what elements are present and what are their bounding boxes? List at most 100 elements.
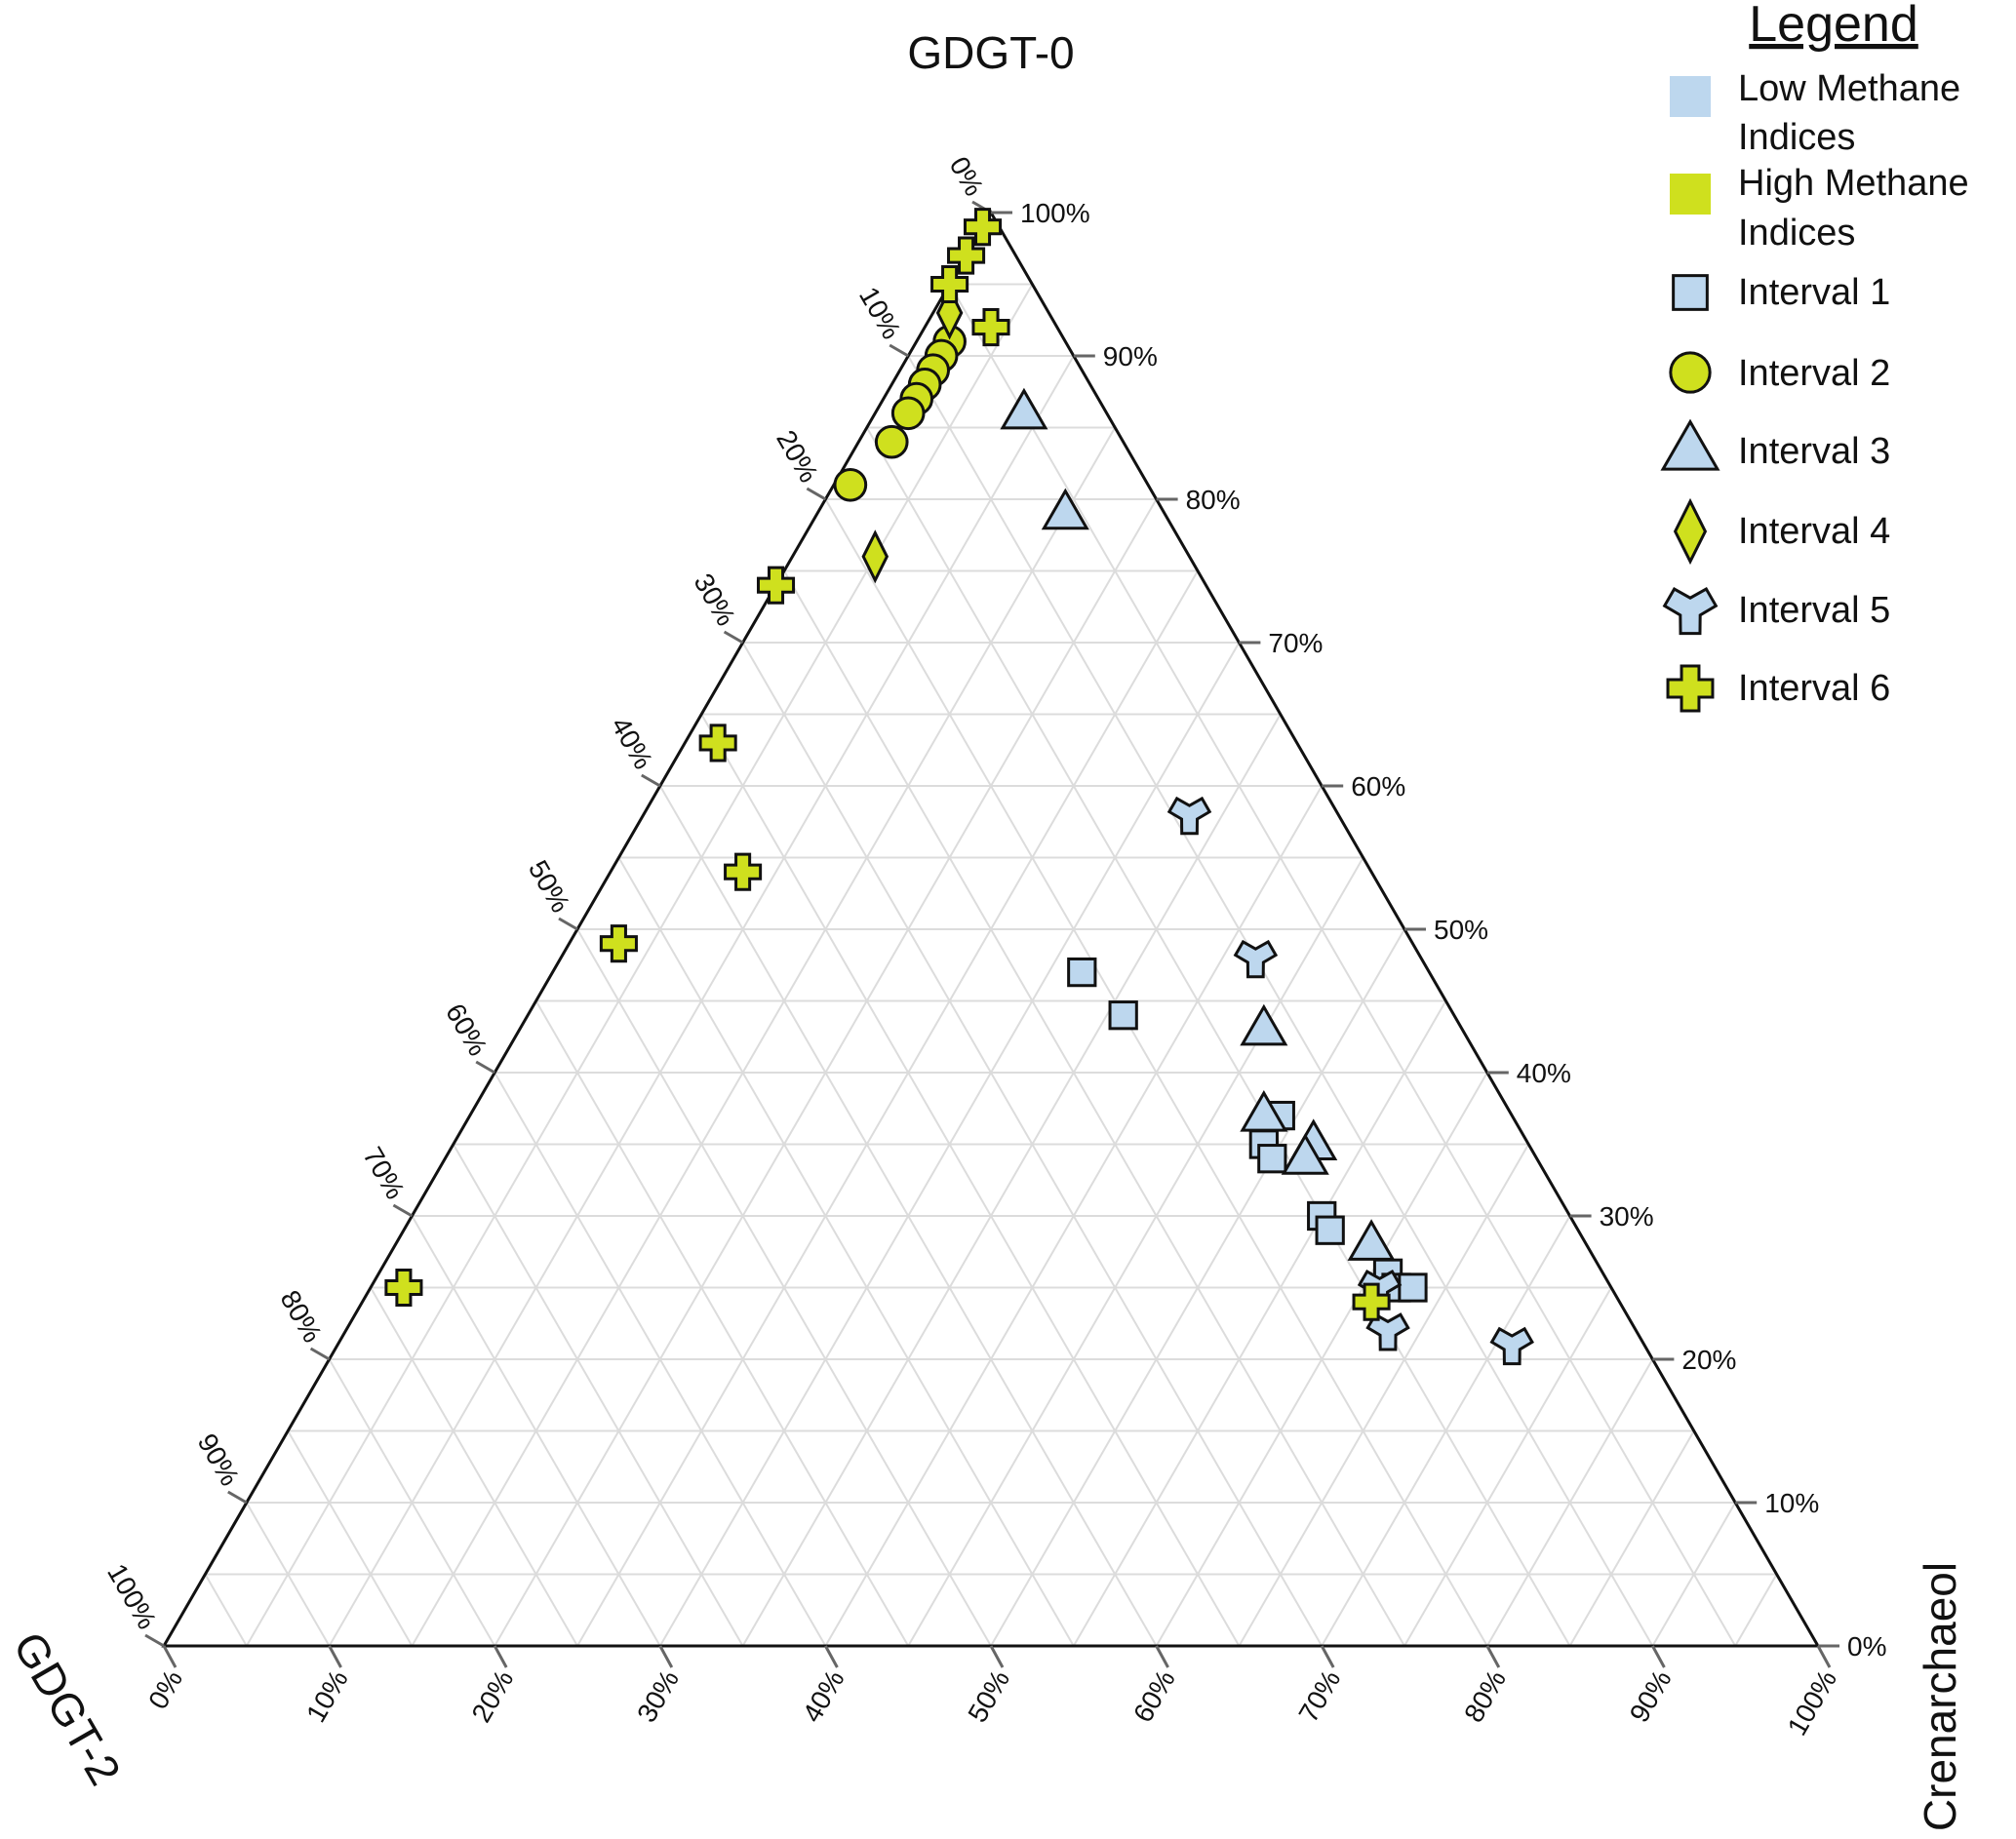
grid-line [370, 1287, 578, 1647]
tick-label: 90% [192, 1428, 246, 1491]
tick-label: 40% [797, 1665, 850, 1728]
tick-mark [144, 1633, 165, 1648]
grid-line [494, 1072, 827, 1647]
tick-label: 20% [771, 425, 824, 488]
grid-line [452, 1144, 744, 1647]
diamond-icon [1673, 497, 1708, 566]
data-point [1067, 957, 1097, 988]
data-point [599, 924, 638, 963]
grid-line [907, 857, 1364, 1647]
grid-line [1485, 1358, 1654, 1647]
tick-label: 70% [357, 1142, 411, 1204]
data-point [1398, 1272, 1428, 1303]
grid-line [1238, 1144, 1530, 1647]
data-point [1041, 488, 1089, 530]
legend-label: Indices [1738, 117, 1855, 158]
grid-line [741, 714, 1282, 1647]
left-axis-title: GDGT-2 [4, 1624, 132, 1793]
tick-label: 90% [1103, 341, 1158, 372]
legend-label: Interval 6 [1738, 668, 1890, 709]
triangle-icon [1660, 418, 1720, 471]
tick-mark [824, 1645, 839, 1668]
tick-mark [1816, 1645, 1832, 1668]
tick-label: 50% [1434, 915, 1488, 945]
data-point [1166, 796, 1212, 836]
grid-line [948, 284, 1737, 1647]
tick-mark [309, 1347, 331, 1361]
tick-mark [641, 773, 661, 788]
grid-line [204, 1574, 248, 1647]
data-point [833, 467, 868, 502]
legend-label: Interval 2 [1738, 353, 1890, 394]
series-interval-5 [1166, 796, 1534, 1366]
tick-mark [1320, 1645, 1335, 1668]
tri-star-icon [1662, 587, 1719, 636]
legend-label: Interval 5 [1738, 590, 1890, 631]
data-point [874, 424, 909, 459]
tick-mark [493, 1645, 508, 1668]
cross-icon [1666, 664, 1715, 713]
tick-label: 30% [688, 568, 741, 631]
grid-line [1072, 1000, 1447, 1647]
legend-label: Indices [1738, 213, 1855, 254]
series-interval-6 [384, 208, 1391, 1321]
tick-label: 70% [1293, 1665, 1347, 1728]
tick-label: 60% [1127, 1665, 1181, 1728]
grid-line [1651, 1502, 1737, 1647]
tick-label: 100% [1782, 1665, 1843, 1741]
tick-mark [806, 487, 827, 501]
data-point [1347, 1219, 1396, 1261]
data-point [1281, 1133, 1329, 1175]
data-point [698, 724, 737, 763]
data-points [384, 208, 1534, 1366]
tick-label: 70% [1268, 628, 1323, 658]
tick-label: 20% [466, 1665, 520, 1728]
tick-label: 80% [1458, 1665, 1512, 1728]
tick-mark [1155, 1645, 1169, 1668]
square-icon [1672, 274, 1709, 311]
grid-line [245, 1502, 331, 1647]
tick-mark [475, 1060, 495, 1075]
tick-label: 50% [962, 1665, 1015, 1728]
data-point [1108, 1000, 1138, 1031]
tick-label: 0% [1847, 1631, 1886, 1662]
series-interval-3 [1000, 387, 1396, 1261]
tick-label: 60% [440, 998, 494, 1061]
grid-line [783, 570, 1405, 1647]
tick-label: 40% [606, 712, 659, 774]
grid-line [1403, 1287, 1612, 1647]
grid-line [1568, 1430, 1695, 1647]
data-point [1365, 1312, 1410, 1351]
data-point [971, 308, 1010, 347]
tick-label: 60% [1351, 771, 1405, 802]
data-point [1233, 939, 1279, 979]
grid-line [1734, 1574, 1778, 1647]
series-interval-2 [833, 324, 967, 502]
tick-label: 10% [1764, 1488, 1819, 1518]
tick-label: 100% [101, 1558, 163, 1634]
tick-label: 10% [853, 282, 907, 344]
data-point [1240, 1089, 1288, 1132]
grid-line [576, 570, 1199, 1647]
data-point [1489, 1326, 1534, 1366]
tick-mark [392, 1203, 414, 1218]
data-point [1000, 387, 1048, 430]
tick-mark [723, 630, 744, 645]
grid-line [245, 284, 1034, 1647]
data-point [724, 852, 763, 891]
data-point [930, 264, 969, 304]
tick-mark [1651, 1645, 1666, 1668]
right-axis-title: Crenarchaeol [1915, 1562, 1965, 1831]
tick-label: 50% [523, 855, 576, 918]
legend-label: High Methane [1738, 163, 1969, 204]
data-point [1240, 1003, 1288, 1046]
tick-label: 90% [1624, 1665, 1678, 1728]
grid-line [1155, 1072, 1488, 1647]
data-point [861, 529, 889, 584]
data-point [1257, 1144, 1287, 1174]
data-point [384, 1268, 423, 1308]
tick-mark [227, 1490, 248, 1505]
data-point [890, 396, 926, 431]
diamond-icon [1673, 497, 1708, 566]
